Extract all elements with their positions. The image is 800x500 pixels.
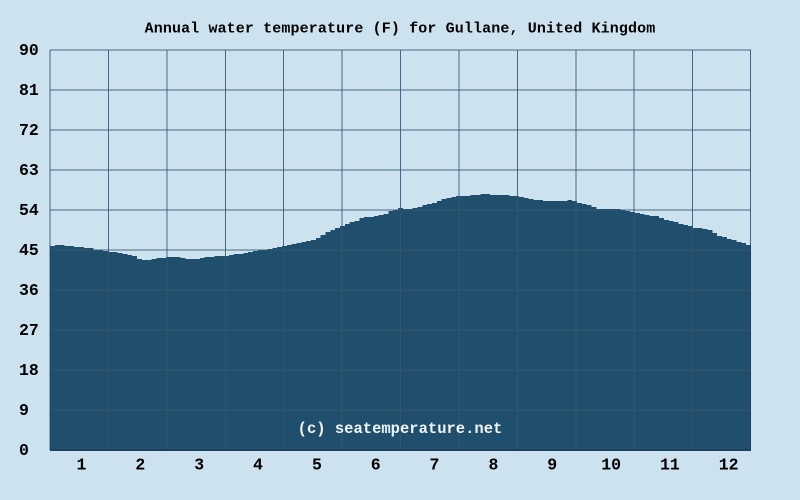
svg-text:36: 36 <box>19 281 39 300</box>
svg-text:Annual water temperature (F) f: Annual water temperature (F) for Gullane… <box>145 21 656 38</box>
svg-text:7: 7 <box>430 455 440 474</box>
svg-text:6: 6 <box>371 455 381 474</box>
svg-text:45: 45 <box>19 241 39 260</box>
svg-text:8: 8 <box>488 455 498 474</box>
svg-text:9: 9 <box>547 455 557 474</box>
svg-text:0: 0 <box>19 441 29 460</box>
svg-text:2: 2 <box>135 455 145 474</box>
svg-text:5: 5 <box>312 455 322 474</box>
svg-text:11: 11 <box>660 455 680 474</box>
svg-text:(c) seatemperature.net: (c) seatemperature.net <box>298 420 503 438</box>
svg-text:90: 90 <box>19 41 39 60</box>
svg-text:81: 81 <box>19 81 39 100</box>
svg-text:4: 4 <box>253 455 263 474</box>
svg-text:3: 3 <box>194 455 204 474</box>
svg-text:1: 1 <box>77 455 87 474</box>
svg-text:10: 10 <box>601 455 621 474</box>
svg-text:63: 63 <box>19 161 39 180</box>
svg-text:27: 27 <box>19 321 39 340</box>
svg-text:72: 72 <box>19 121 39 140</box>
svg-text:18: 18 <box>19 361 39 380</box>
svg-text:9: 9 <box>19 401 29 420</box>
svg-text:54: 54 <box>19 201 39 220</box>
svg-text:12: 12 <box>719 455 739 474</box>
